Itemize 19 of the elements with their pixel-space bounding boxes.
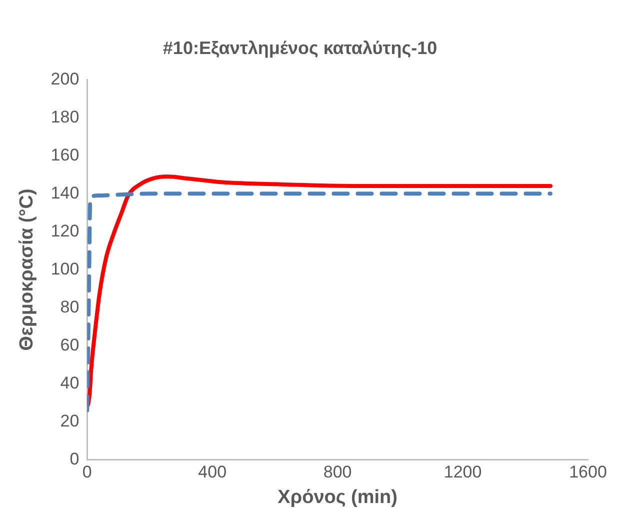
y-tick-label: 200 [50,69,80,88]
x-tick-label: 0 [82,462,92,482]
y-tick-label: 120 [50,221,80,240]
x-tick-label: 800 [323,462,352,482]
chart-title: #10:Εξαντλημένος καταλύτης-10 [162,38,438,58]
y-tick-label: 60 [60,335,80,354]
x-tick-label: 1600 [569,462,607,482]
y-tick-label: 140 [50,183,80,202]
y-tick-label: 160 [50,145,80,164]
x-tick-label: 400 [198,462,227,482]
y-tick-label: 40 [60,373,80,392]
y-axis-title: Θερμοκρασία (°C) [16,188,38,351]
x-tick-label: 1200 [444,462,482,482]
y-tick-label: 100 [50,259,80,278]
y-tick-label: 0 [70,449,80,468]
y-tick-label: 180 [50,107,80,126]
y-tick-label: 80 [60,297,80,316]
y-tick-label: 20 [60,411,80,430]
x-axis-title: Χρόνος (min) [278,486,398,508]
